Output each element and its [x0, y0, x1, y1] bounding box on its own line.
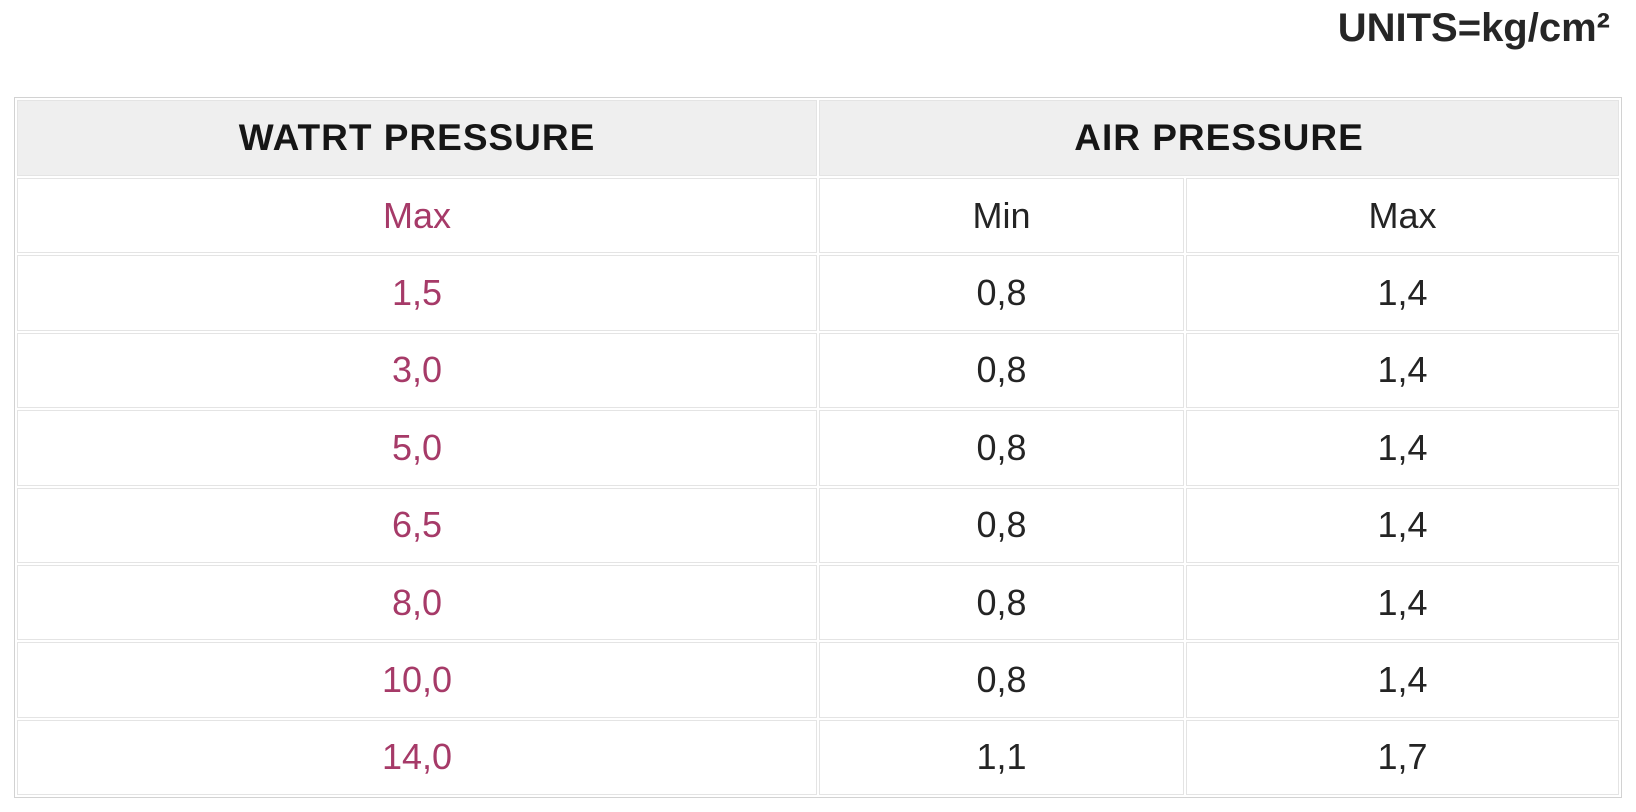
table-header-row: WATRT PRESSURE AIR PRESSURE [17, 100, 1619, 176]
cell-air-min: 0,8 [819, 332, 1184, 409]
table-row: 14,0 1,1 1,7 [17, 719, 1619, 795]
column-header-air-pressure: AIR PRESSURE [819, 100, 1619, 176]
cell-air-max: 1,4 [1186, 410, 1619, 486]
table-subheader-row: Max Min Max [17, 178, 1619, 254]
cell-water-max: 8,0 [17, 564, 817, 641]
cell-air-max: 1,4 [1186, 487, 1619, 563]
table-row: 8,0 0,8 1,4 [17, 564, 1619, 641]
cell-air-min: 1,1 [819, 719, 1184, 795]
units-label: UNITS=kg/cm² [1337, 6, 1610, 50]
cell-air-min: 0,8 [819, 564, 1184, 641]
table-row: 5,0 0,8 1,4 [17, 410, 1619, 486]
cell-water-max: 3,0 [17, 332, 817, 409]
cell-air-max: 1,7 [1186, 719, 1619, 795]
cell-air-min: 0,8 [819, 487, 1184, 563]
cell-water-max: 14,0 [17, 719, 817, 795]
cell-air-min: 0,8 [819, 642, 1184, 718]
subheader-air-max: Max [1186, 178, 1619, 254]
cell-water-max: 10,0 [17, 642, 817, 718]
subheader-air-min: Min [819, 178, 1184, 254]
table-row: 6,5 0,8 1,4 [17, 487, 1619, 563]
cell-air-min: 0,8 [819, 255, 1184, 331]
table-row: 10,0 0,8 1,4 [17, 642, 1619, 718]
pressure-table: WATRT PRESSURE AIR PRESSURE Max Min Max … [14, 97, 1622, 798]
subheader-water-max: Max [17, 178, 817, 254]
cell-air-max: 1,4 [1186, 564, 1619, 641]
cell-water-max: 6,5 [17, 487, 817, 563]
cell-air-max: 1,4 [1186, 332, 1619, 409]
cell-water-max: 1,5 [17, 255, 817, 331]
cell-air-min: 0,8 [819, 410, 1184, 486]
cell-air-max: 1,4 [1186, 255, 1619, 331]
table-row: 1,5 0,8 1,4 [17, 255, 1619, 331]
table-row: 3,0 0,8 1,4 [17, 332, 1619, 409]
cell-air-max: 1,4 [1186, 642, 1619, 718]
column-header-water-pressure: WATRT PRESSURE [17, 100, 817, 176]
cell-water-max: 5,0 [17, 410, 817, 486]
